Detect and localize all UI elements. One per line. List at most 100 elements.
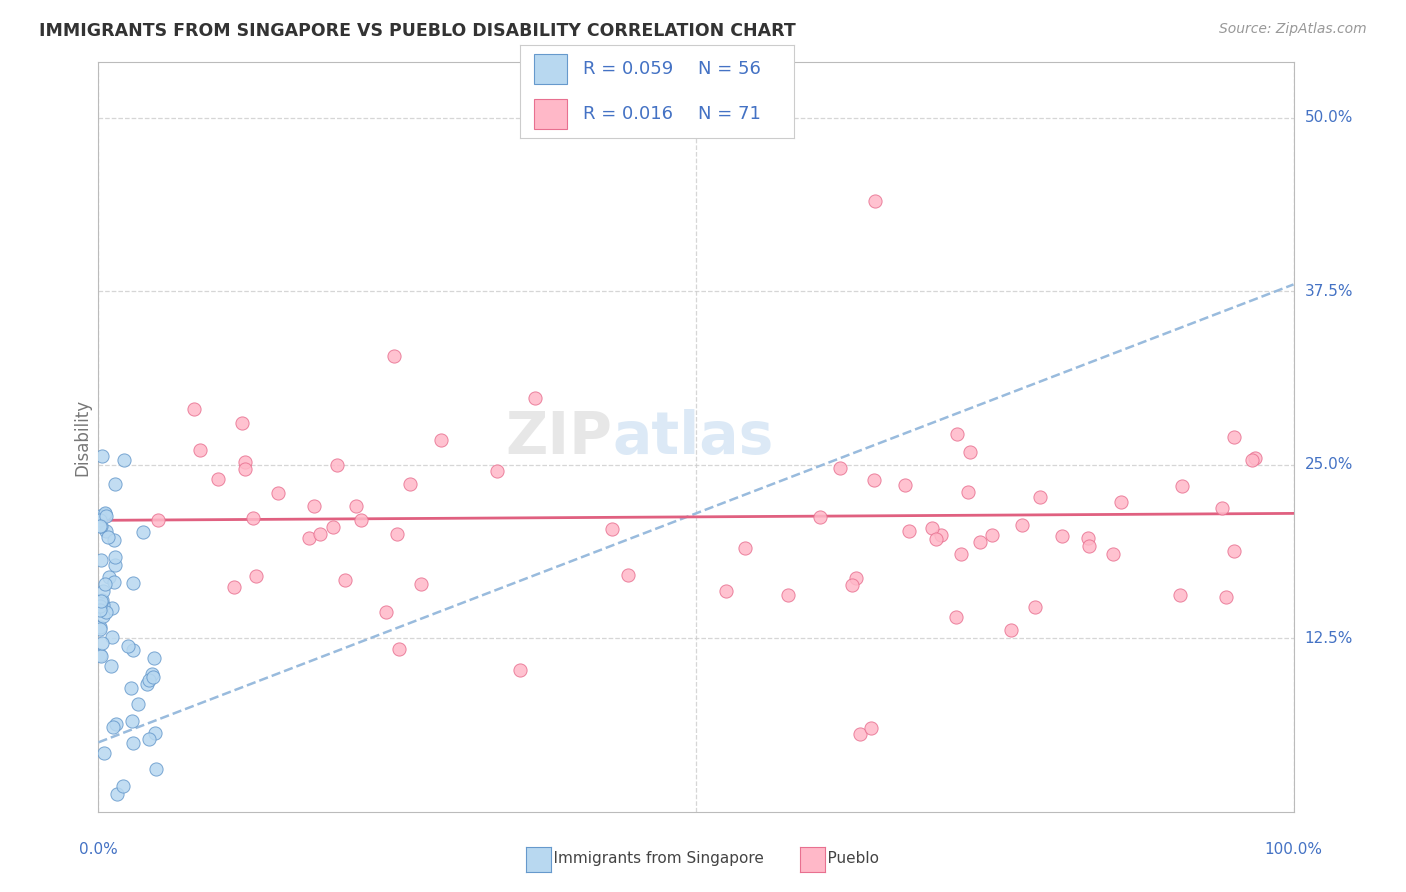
Point <box>1028 490 1050 504</box>
Point <box>298 531 321 545</box>
Point <box>90 649 112 664</box>
Point <box>894 478 917 492</box>
Point <box>1240 453 1263 467</box>
Point <box>242 511 264 525</box>
Point <box>104 558 127 573</box>
Point <box>183 402 205 417</box>
Text: Immigrants from Singapore: Immigrants from Singapore <box>534 851 763 865</box>
Point <box>382 349 405 363</box>
Point <box>148 513 170 527</box>
Point <box>231 416 253 430</box>
Point <box>117 639 139 653</box>
Point <box>89 648 111 663</box>
Point <box>302 500 325 514</box>
Point <box>388 641 411 656</box>
Point <box>1102 547 1125 561</box>
Point <box>222 580 245 594</box>
Point <box>104 549 127 564</box>
Point <box>1223 430 1246 444</box>
Point <box>778 588 800 602</box>
Point <box>830 461 852 475</box>
Point <box>859 721 882 735</box>
Point <box>93 746 115 760</box>
Text: N = 56: N = 56 <box>699 60 761 78</box>
Point <box>959 445 981 459</box>
Point <box>734 541 756 556</box>
Point <box>96 524 118 538</box>
Point <box>326 458 349 472</box>
Point <box>945 610 967 624</box>
Point <box>101 601 124 615</box>
FancyBboxPatch shape <box>534 54 567 84</box>
Point <box>138 673 160 687</box>
Text: R = 0.016: R = 0.016 <box>583 105 673 123</box>
Point <box>716 584 738 599</box>
Point <box>138 732 160 747</box>
Point <box>89 599 111 613</box>
Point <box>136 676 159 690</box>
Text: IMMIGRANTS FROM SINGAPORE VS PUEBLO DISABILITY CORRELATION CHART: IMMIGRANTS FROM SINGAPORE VS PUEBLO DISA… <box>39 22 796 40</box>
Point <box>97 531 120 545</box>
Point <box>207 472 229 486</box>
Point <box>91 608 114 623</box>
Point <box>112 453 135 467</box>
Point <box>845 572 868 586</box>
Point <box>411 577 433 591</box>
Point <box>127 697 149 711</box>
Point <box>385 527 409 541</box>
Point <box>142 670 165 684</box>
Point <box>245 569 267 583</box>
Point <box>956 484 979 499</box>
Point <box>89 513 111 527</box>
Point <box>344 499 367 513</box>
Point <box>94 507 117 521</box>
Point <box>105 787 128 801</box>
Text: 0.0%: 0.0% <box>79 842 118 857</box>
Point <box>103 533 125 548</box>
Point <box>94 507 117 521</box>
Point <box>90 593 112 607</box>
Point <box>103 574 125 589</box>
Point <box>121 681 143 695</box>
Point <box>93 584 115 599</box>
Point <box>235 462 257 476</box>
Point <box>121 736 143 750</box>
Point <box>950 547 973 561</box>
Text: N = 71: N = 71 <box>699 105 761 123</box>
Point <box>848 727 870 741</box>
Point <box>122 575 145 590</box>
Point <box>1171 479 1194 493</box>
Point <box>897 524 920 539</box>
Point <box>188 442 211 457</box>
Point <box>121 714 143 728</box>
Point <box>1050 529 1073 543</box>
Point <box>93 576 115 591</box>
Text: Pueblo: Pueblo <box>808 851 879 865</box>
Point <box>921 521 943 535</box>
Point <box>103 720 125 734</box>
Point <box>841 578 863 592</box>
Point <box>1077 539 1099 553</box>
Point <box>509 663 531 677</box>
Point <box>1109 495 1132 509</box>
Point <box>485 464 508 478</box>
Point <box>89 509 111 524</box>
Point <box>112 779 135 793</box>
Point <box>1215 590 1237 604</box>
Point <box>1211 501 1233 516</box>
Point <box>100 631 122 645</box>
Text: 100.0%: 100.0% <box>1264 842 1323 857</box>
Point <box>375 605 398 619</box>
Point <box>981 528 1004 542</box>
Point <box>132 524 155 539</box>
Point <box>863 473 886 487</box>
Point <box>90 449 112 463</box>
Point <box>89 603 111 617</box>
Point <box>350 513 373 527</box>
Point <box>1223 544 1246 558</box>
Point <box>91 635 114 649</box>
Text: atlas: atlas <box>613 409 773 466</box>
Text: Source: ZipAtlas.com: Source: ZipAtlas.com <box>1219 22 1367 37</box>
Text: 12.5%: 12.5% <box>1305 631 1353 646</box>
Point <box>1011 517 1033 532</box>
